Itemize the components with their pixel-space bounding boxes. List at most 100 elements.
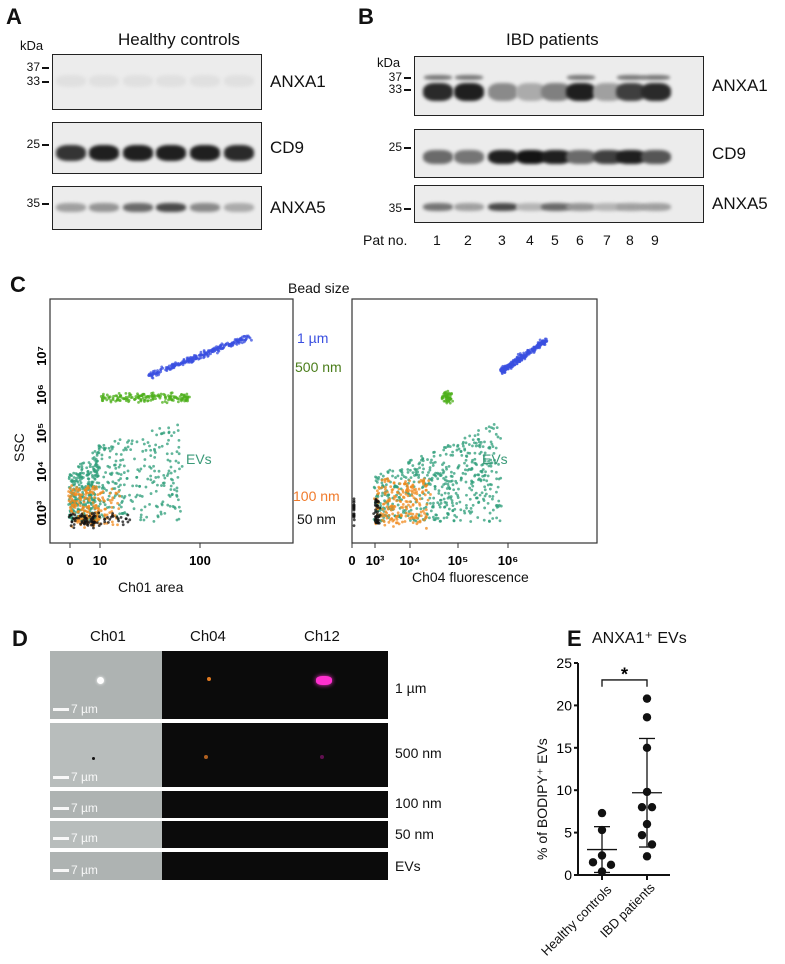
scatter-point — [105, 398, 109, 402]
scatter-point — [466, 451, 470, 455]
scatter-point — [380, 481, 384, 485]
scatter-point — [415, 507, 419, 510]
scatter-point — [460, 453, 464, 457]
band — [616, 203, 646, 211]
y-label-e: % of BODIPY⁺ EVs — [534, 738, 550, 860]
scatter-point — [160, 444, 164, 448]
scatter-point — [177, 445, 181, 449]
y-tick-label: 5 — [564, 825, 572, 841]
data-point — [642, 852, 652, 861]
scatter-point — [70, 484, 74, 488]
scatter-point — [428, 466, 432, 469]
scatter-point — [541, 339, 545, 343]
band — [616, 83, 646, 101]
scatter-point — [525, 351, 529, 355]
row-label: 500 nm — [395, 745, 442, 761]
band — [224, 75, 254, 87]
fluorescence-image — [162, 821, 388, 848]
scatter-point — [488, 429, 492, 433]
scatter-point — [159, 392, 163, 396]
scatter-point — [105, 513, 109, 517]
scatter-point — [516, 360, 520, 364]
scatter-point — [530, 351, 533, 354]
scatter-point — [110, 498, 114, 502]
scatter-point — [137, 400, 140, 404]
scatter-point — [440, 485, 444, 489]
scatter-point — [537, 341, 541, 345]
scatter-point — [182, 361, 186, 364]
scatter-point — [418, 480, 421, 484]
scatter-point — [170, 434, 173, 438]
scatter-point — [427, 481, 431, 485]
scatter-point — [471, 484, 475, 488]
scatter-point — [391, 488, 395, 491]
scatter-point — [477, 478, 480, 482]
scatter-point — [93, 488, 96, 491]
scatter-point — [139, 513, 143, 517]
scatter-point — [181, 396, 185, 400]
scatter-point — [165, 452, 169, 456]
scatter-point — [399, 477, 403, 481]
scatter-point — [161, 401, 164, 404]
scatter-point — [168, 495, 172, 498]
scatter-point — [157, 445, 161, 449]
band — [56, 75, 86, 87]
scatter-point — [407, 462, 410, 465]
scatter-point — [497, 499, 501, 503]
scatter-point — [411, 483, 415, 487]
scatter-point — [83, 516, 87, 520]
scatter-point — [471, 438, 475, 442]
scatter-point — [542, 342, 546, 346]
scatter-point — [481, 468, 485, 471]
scatter-point — [95, 470, 98, 473]
scatter-point — [139, 515, 143, 519]
x-tick-label: 10³ — [366, 553, 385, 568]
scatter-point — [179, 362, 183, 366]
scatter-point — [136, 468, 140, 472]
scatter-point — [407, 510, 411, 513]
scatter-point — [135, 440, 139, 444]
scatter-point — [75, 476, 78, 480]
scatter-point — [70, 479, 74, 483]
scatter-point — [398, 469, 402, 472]
scatter-point — [473, 493, 476, 497]
scatter-point — [464, 441, 468, 445]
scatter-point — [452, 471, 456, 475]
scatter-point — [425, 526, 428, 530]
scatter-point — [445, 503, 449, 507]
scatter-point — [173, 469, 177, 473]
scatter-point — [422, 480, 426, 483]
band — [516, 83, 546, 101]
scatter-point — [399, 493, 403, 497]
scatter-point — [85, 519, 89, 523]
row-label: EVs — [395, 858, 421, 874]
scatter-point — [451, 450, 454, 454]
y-tick-label: 10⁴ — [34, 461, 49, 482]
ch12-spot — [320, 755, 324, 759]
scatter-point — [390, 517, 394, 520]
scatter-point — [352, 505, 356, 508]
scatter-point — [463, 436, 467, 440]
scatter-point — [411, 464, 415, 467]
scatter-point — [127, 439, 131, 443]
scatter-point — [106, 520, 110, 524]
y-tick-label: 15 — [556, 740, 572, 756]
scatter-point — [408, 500, 412, 504]
scatter-point — [535, 344, 539, 348]
scatter-point — [159, 432, 163, 436]
band — [566, 83, 596, 101]
scatter-point — [396, 491, 400, 495]
scatter-point — [166, 367, 170, 370]
scatter-point — [69, 513, 73, 517]
scatter-point — [453, 513, 457, 517]
scatter-point — [459, 476, 463, 480]
scale-bar: 7 µm — [53, 702, 98, 716]
scatter-point — [409, 485, 413, 489]
scatter-point — [92, 520, 96, 524]
scatter-point — [162, 481, 166, 485]
scatter-point — [175, 518, 179, 522]
scatter-point — [434, 513, 438, 517]
scatter-point — [467, 509, 471, 513]
scatter-point — [176, 423, 180, 427]
y-tick-label: 0 — [564, 867, 572, 883]
